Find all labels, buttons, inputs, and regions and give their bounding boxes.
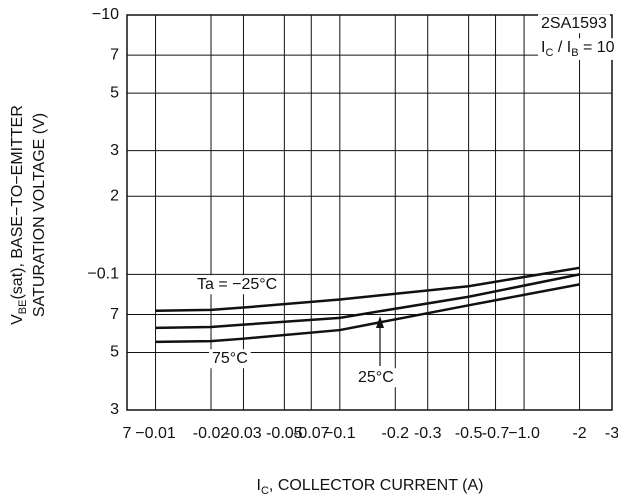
series-label: Ta = −25°C <box>197 276 277 293</box>
text-part: V <box>9 314 26 325</box>
series-line <box>155 273 580 330</box>
y-axis-label-line: VBE(sat), BASE−TO−EMITTER <box>9 105 29 325</box>
annotation: 2SA1593 <box>541 15 607 32</box>
label-background <box>194 275 281 295</box>
text-part: I <box>257 477 261 494</box>
label-background <box>538 14 610 34</box>
plot-frame <box>126 14 613 411</box>
text-part: = 10 <box>579 39 615 56</box>
annotation: IC / IB = 10 <box>541 39 615 59</box>
series-line <box>155 283 580 344</box>
text-part: B <box>571 47 578 59</box>
text-part: C <box>261 485 269 497</box>
marks <box>155 266 580 344</box>
x-tick-label: -0.5 <box>455 425 483 442</box>
y-tick-label: 5 <box>110 84 119 101</box>
y-tick-label: 3 <box>110 142 119 159</box>
text-part: / I <box>553 39 571 56</box>
x-tick-label: -0.05 <box>266 425 303 442</box>
y-tick-label: −10 <box>92 6 119 23</box>
y-axis-label-line: SATURATION VOLTAGE (V) <box>31 113 48 317</box>
x-tick-label: −0.01 <box>135 425 176 442</box>
y-tick-label: 3 <box>110 401 119 418</box>
label-background <box>209 349 251 369</box>
series-label: 75°C <box>212 350 248 367</box>
x-tick-label: -3 <box>605 425 618 442</box>
y-axis-label: VBE(sat), BASE−TO−EMITTER SATURATION VOLT… <box>9 105 48 325</box>
text-part: BE <box>17 300 29 315</box>
label-background <box>355 368 397 388</box>
y-tick-label: 2 <box>110 188 119 205</box>
y-tick-label: −0.1 <box>87 266 119 283</box>
y-tick-label: 7 <box>110 46 119 63</box>
x-tick-label: -0.3 <box>414 425 442 442</box>
x-tick-label: -0.7 <box>482 425 510 442</box>
text-part: , COLLECTOR CURRENT (A) <box>269 477 484 494</box>
x-tick-label: -0.02 <box>193 425 230 442</box>
x-axis-label: IC, COLLECTOR CURRENT (A) <box>257 477 484 497</box>
label-background <box>538 38 618 60</box>
x-tick-label: -0.03 <box>225 425 262 442</box>
y-tick-label: 7 <box>110 306 119 323</box>
x-tick-label: -0.07 <box>293 425 330 442</box>
y-tick-label: 5 <box>110 344 119 361</box>
arrow-head <box>376 316 384 328</box>
text-part: (sat), BASE−TO−EMITTER <box>9 105 26 299</box>
series-label: 25°C <box>358 369 394 386</box>
series-line <box>155 266 580 313</box>
x-tick-label: 7 <box>123 425 132 442</box>
x-tick-label: -2 <box>572 425 586 442</box>
labels: 7 −0.01 -0.02-0.03 -0.05-0.07−0.1 -0.2 -0.3 -0… <box>9 6 618 497</box>
x-tick-label: −1.0 <box>508 425 540 442</box>
x-tick-label: −0.1 <box>324 425 356 442</box>
text-part: C <box>545 47 553 59</box>
text-part: I <box>541 39 545 56</box>
x-tick-label: -0.2 <box>381 425 409 442</box>
